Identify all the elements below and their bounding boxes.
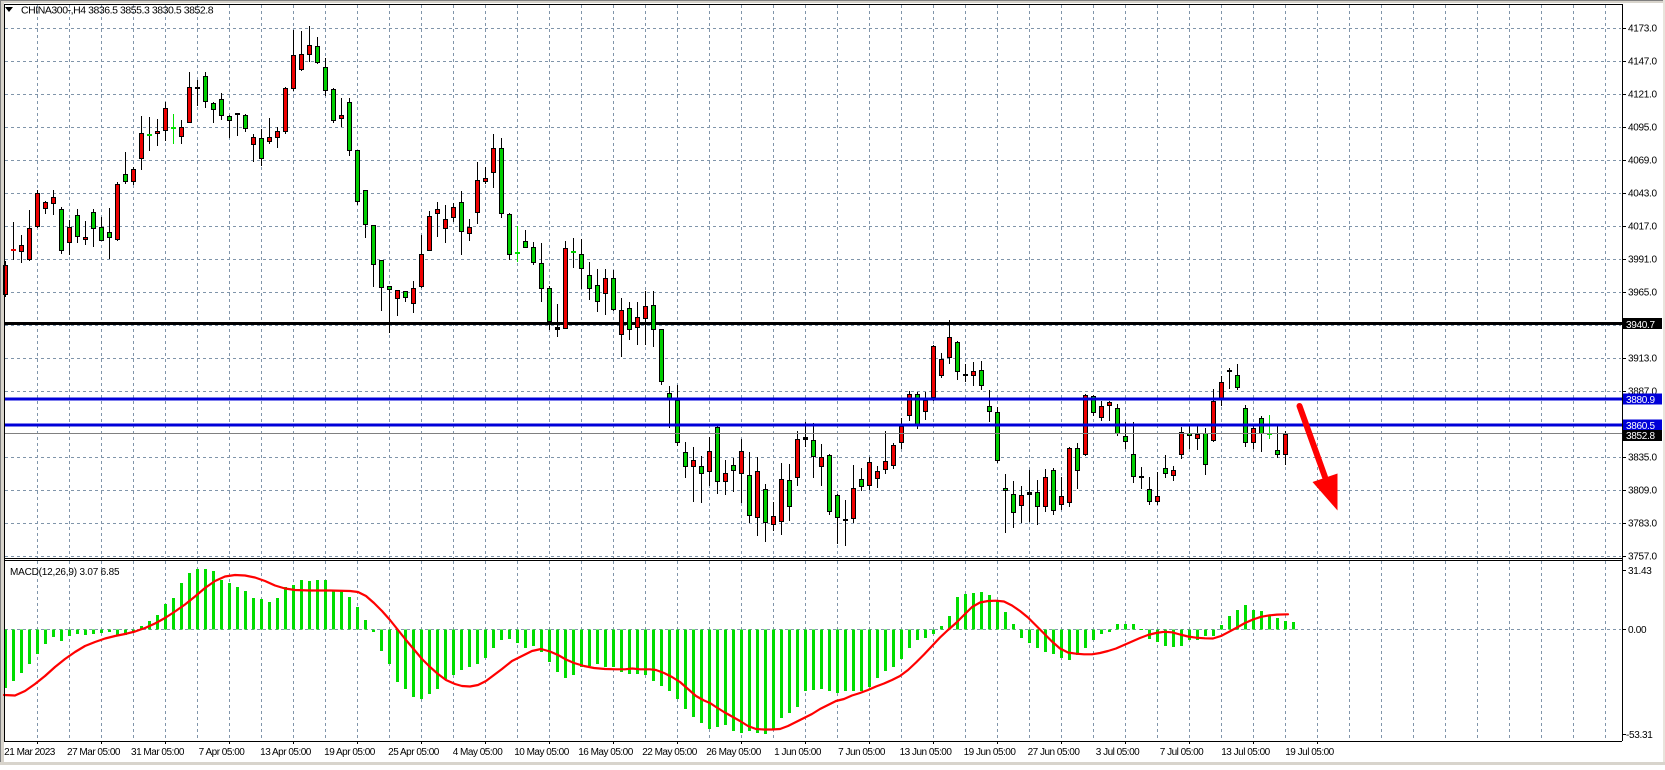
svg-text:MACD(12,26,9) 3.07 6.85: MACD(12,26,9) 3.07 6.85 <box>10 567 120 578</box>
svg-text:7 Jul 05:00: 7 Jul 05:00 <box>1160 747 1204 758</box>
svg-text:27 Jun 05:00: 27 Jun 05:00 <box>1028 747 1081 758</box>
svg-text:3809.0: 3809.0 <box>1628 486 1658 497</box>
svg-text:3783.0: 3783.0 <box>1628 519 1658 530</box>
svg-text:4147.0: 4147.0 <box>1628 57 1658 68</box>
svg-text:1 Jun 05:00: 1 Jun 05:00 <box>774 747 822 758</box>
svg-text:31.43: 31.43 <box>1628 566 1652 577</box>
svg-text:4121.0: 4121.0 <box>1628 90 1658 101</box>
svg-text:3860.5: 3860.5 <box>1626 421 1656 432</box>
svg-text:3835.0: 3835.0 <box>1628 453 1658 464</box>
svg-text:3991.0: 3991.0 <box>1628 255 1658 266</box>
svg-text:7 Jun 05:00: 7 Jun 05:00 <box>838 747 886 758</box>
svg-text:-53.31: -53.31 <box>1626 730 1653 741</box>
svg-text:13 Jul 05:00: 13 Jul 05:00 <box>1221 747 1270 758</box>
svg-text:3757.0: 3757.0 <box>1628 552 1658 563</box>
svg-text:3913.0: 3913.0 <box>1628 354 1658 365</box>
svg-text:19 Apr 05:00: 19 Apr 05:00 <box>324 747 376 758</box>
svg-text:4043.0: 4043.0 <box>1628 189 1658 200</box>
svg-text:3852.8: 3852.8 <box>1626 431 1656 442</box>
svg-text:19 Jul 05:00: 19 Jul 05:00 <box>1285 747 1334 758</box>
svg-text:22 May 05:00: 22 May 05:00 <box>642 747 698 758</box>
svg-text:4069.0: 4069.0 <box>1628 156 1658 167</box>
svg-text:25 Apr 05:00: 25 Apr 05:00 <box>388 747 440 758</box>
svg-text:10 May 05:00: 10 May 05:00 <box>514 747 570 758</box>
svg-text:31 Mar 05:00: 31 Mar 05:00 <box>131 747 185 758</box>
svg-text:7 Apr 05:00: 7 Apr 05:00 <box>199 747 246 758</box>
svg-text:CHINA300-,H4 3836.5 3855.3 38: CHINA300-,H4 3836.5 3855.3 3830.5 3852.8 <box>21 5 214 17</box>
svg-text:21 Mar 2023: 21 Mar 2023 <box>4 747 56 758</box>
svg-text:16 May 05:00: 16 May 05:00 <box>578 747 634 758</box>
svg-text:0.00: 0.00 <box>1628 625 1647 636</box>
svg-text:3965.0: 3965.0 <box>1628 288 1658 299</box>
svg-text:26 May 05:00: 26 May 05:00 <box>706 747 762 758</box>
svg-text:4173.0: 4173.0 <box>1628 24 1658 35</box>
svg-text:4095.0: 4095.0 <box>1628 123 1658 134</box>
svg-text:3 Jul 05:00: 3 Jul 05:00 <box>1096 747 1140 758</box>
svg-text:4017.0: 4017.0 <box>1628 222 1658 233</box>
svg-text:3887.0: 3887.0 <box>1628 387 1658 398</box>
svg-text:27 Mar 05:00: 27 Mar 05:00 <box>67 747 121 758</box>
svg-text:13 Apr 05:00: 13 Apr 05:00 <box>260 747 312 758</box>
svg-text:4 May 05:00: 4 May 05:00 <box>453 747 503 758</box>
svg-text:19 Jun 05:00: 19 Jun 05:00 <box>964 747 1017 758</box>
svg-text:13 Jun 05:00: 13 Jun 05:00 <box>900 747 953 758</box>
svg-text:3880.9: 3880.9 <box>1626 395 1656 406</box>
svg-text:3940.7: 3940.7 <box>1626 320 1656 331</box>
